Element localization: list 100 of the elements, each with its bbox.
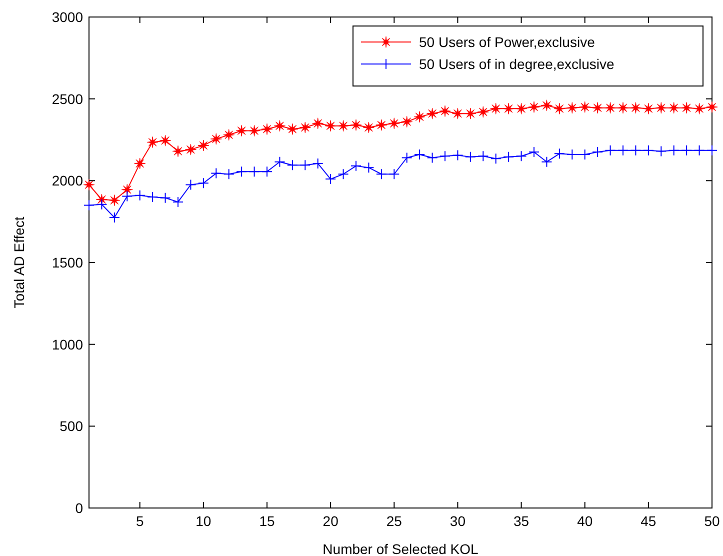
point <box>655 102 667 114</box>
point <box>592 102 604 114</box>
point <box>134 158 146 170</box>
point <box>401 116 413 128</box>
point <box>426 152 438 164</box>
point <box>84 200 94 211</box>
point <box>668 102 680 114</box>
legend-label: 50 Users of Power,exclusive <box>419 34 596 50</box>
point <box>426 108 438 120</box>
point <box>604 102 616 114</box>
point <box>528 146 540 158</box>
point <box>108 194 120 206</box>
point <box>172 196 184 208</box>
point <box>440 150 450 162</box>
point <box>248 166 260 178</box>
point <box>122 190 133 202</box>
x-tick-label: 35 <box>513 513 530 529</box>
point <box>681 144 692 156</box>
point <box>274 156 286 168</box>
point <box>338 168 349 180</box>
point <box>160 134 172 146</box>
point <box>312 158 324 169</box>
point <box>362 122 374 134</box>
point <box>376 119 388 131</box>
x-tick-label: 40 <box>577 513 593 529</box>
point <box>300 160 311 171</box>
point <box>184 144 196 156</box>
point <box>706 144 718 156</box>
point <box>223 129 235 141</box>
point <box>541 156 552 168</box>
x-tick-label: 5 <box>136 513 144 529</box>
point <box>516 150 527 162</box>
point <box>554 148 565 160</box>
x-tick-label: 30 <box>450 513 466 529</box>
point <box>579 101 591 113</box>
legend-label: 50 Users of in degree,exclusive <box>419 56 615 72</box>
x-tick-label: 20 <box>322 513 339 529</box>
point <box>630 144 642 156</box>
point <box>210 168 222 179</box>
y-tick-label: 2000 <box>52 172 84 189</box>
point <box>618 144 628 156</box>
x-tick-label: 45 <box>640 513 656 529</box>
point <box>642 144 654 156</box>
point <box>185 179 196 190</box>
point <box>299 122 311 134</box>
point <box>694 102 706 114</box>
y-tick-label: 0 <box>75 500 84 516</box>
y-tick-label: 2500 <box>52 90 84 107</box>
point <box>617 102 629 114</box>
y-axis-title: Total AD Effect <box>11 216 27 308</box>
point <box>503 151 514 162</box>
point <box>414 148 426 160</box>
point <box>414 111 426 123</box>
point <box>223 168 234 180</box>
point <box>452 150 464 161</box>
point <box>528 101 540 113</box>
x-tick-label: 15 <box>259 513 275 529</box>
point <box>490 102 502 114</box>
point <box>477 106 489 118</box>
x-tick-label: 50 <box>704 513 720 529</box>
point <box>642 102 654 114</box>
point <box>540 100 552 112</box>
point <box>236 125 248 136</box>
x-tick-label: 10 <box>196 513 212 529</box>
point <box>388 118 400 130</box>
x-tick-label: 25 <box>386 513 402 529</box>
point <box>147 192 158 203</box>
point <box>286 123 298 135</box>
point <box>452 108 464 120</box>
y-tick-label: 1000 <box>52 336 84 352</box>
point <box>363 162 374 174</box>
point <box>198 178 209 189</box>
point <box>680 102 692 114</box>
point <box>604 144 616 156</box>
point <box>96 198 108 210</box>
point <box>630 102 642 114</box>
point <box>198 140 210 152</box>
point <box>464 108 476 120</box>
point <box>464 151 476 162</box>
point <box>439 105 451 117</box>
point <box>274 120 286 132</box>
point <box>262 166 272 178</box>
point <box>261 123 273 135</box>
point <box>401 152 412 164</box>
point <box>325 174 336 185</box>
point <box>324 120 336 132</box>
x-axis-title: Number of Selected KOL <box>322 541 479 556</box>
point <box>376 168 387 180</box>
point <box>592 146 604 158</box>
point <box>516 102 528 114</box>
point <box>108 212 120 223</box>
point <box>656 146 667 157</box>
y-tick-label: 1500 <box>52 254 84 270</box>
point <box>554 102 566 114</box>
y-tick-label: 500 <box>60 418 84 434</box>
point <box>338 120 350 132</box>
point <box>134 190 146 201</box>
point <box>146 136 158 148</box>
point <box>172 145 184 157</box>
point <box>502 102 514 114</box>
